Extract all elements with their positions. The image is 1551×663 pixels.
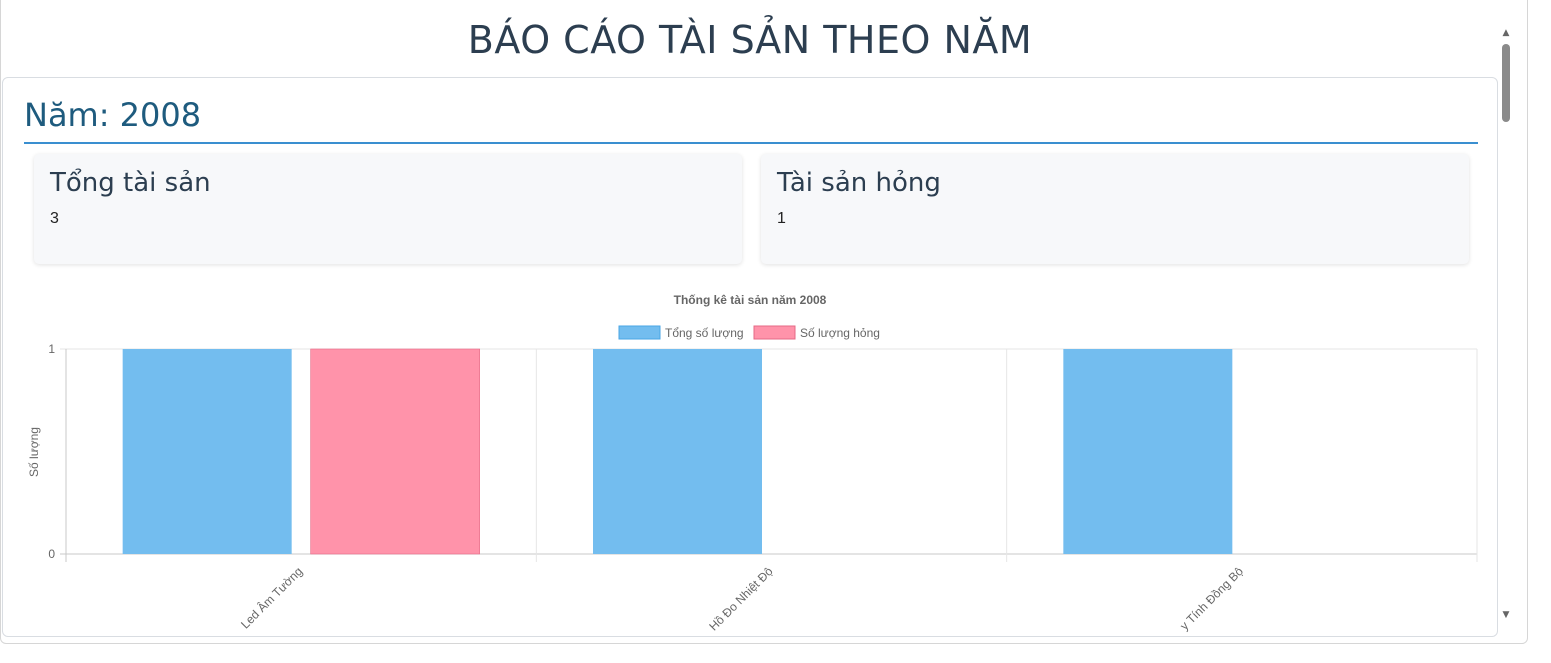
chart-title: Thống kê tài sản năm 2008 bbox=[674, 293, 827, 307]
year-heading: Năm: 2008 bbox=[24, 96, 202, 134]
x-tick-label: Led Âm Tường bbox=[237, 564, 305, 632]
page-title: BÁO CÁO TÀI SẢN THEO NĂM bbox=[467, 18, 1033, 62]
y-tick-label: 0 bbox=[48, 547, 55, 561]
broken-assets-card: Tài sản hỏng 1 bbox=[761, 154, 1469, 264]
total-assets-value: 3 bbox=[50, 210, 59, 227]
legend-label-broken: Số lượng hỏng bbox=[800, 326, 880, 340]
bar-total bbox=[593, 349, 762, 554]
total-assets-card: Tổng tài sản 3 bbox=[34, 154, 742, 264]
bar-total bbox=[1063, 349, 1233, 554]
x-tick-label: y Tính Đồng Bộ bbox=[1177, 564, 1246, 633]
scroll-up-icon[interactable]: ▲ bbox=[1502, 28, 1510, 38]
y-axis-ticks: 01 bbox=[48, 342, 55, 561]
y-tick-label: 1 bbox=[48, 342, 55, 356]
legend-swatch-total bbox=[618, 325, 661, 340]
chart-legend: Tổng số lượng Số lượng hỏng bbox=[618, 325, 880, 340]
bar-broken bbox=[310, 348, 480, 555]
scroll-thumb[interactable] bbox=[1502, 44, 1510, 122]
chart-grid bbox=[60, 348, 1478, 562]
x-axis-ticks: Led Âm Tường Hồ Đo Nhiệt Độ y Tính Đồng Bộ bbox=[237, 564, 1246, 634]
legend-swatch-broken bbox=[753, 325, 796, 340]
x-tick-label: Hồ Đo Nhiệt Độ bbox=[706, 564, 776, 634]
bar-total bbox=[122, 349, 292, 554]
broken-assets-value: 1 bbox=[777, 210, 786, 227]
broken-assets-label: Tài sản hỏng bbox=[777, 168, 941, 198]
asset-bar-chart: Thống kê tài sản năm 2008 Tổng số lượng … bbox=[27, 293, 1478, 634]
vertical-scrollbar[interactable]: ▲ ▼ bbox=[1498, 26, 1514, 626]
legend-label-total: Tổng số lượng bbox=[665, 326, 744, 340]
scroll-down-icon[interactable]: ▼ bbox=[1502, 610, 1510, 620]
year-divider bbox=[24, 142, 1478, 144]
chart-bars bbox=[122, 348, 1233, 555]
y-axis-title: Số lượng bbox=[27, 427, 41, 477]
total-assets-label: Tổng tài sản bbox=[50, 168, 211, 198]
